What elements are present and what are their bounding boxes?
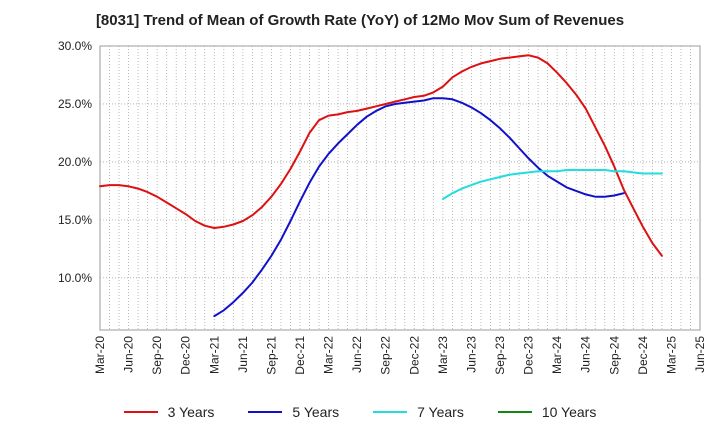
y-tick-label: 20.0% [58, 155, 92, 169]
x-tick-label: Mar-23 [436, 336, 450, 374]
x-tick-label: Dec-20 [179, 336, 193, 375]
x-tick-label: Dec-21 [293, 336, 307, 375]
x-tick-label: Sep-21 [264, 336, 278, 375]
series-layer [99, 54, 663, 318]
legend-item-10-years: 10 Years [497, 404, 597, 420]
x-tick-label: Jun-20 [122, 336, 136, 373]
x-tick-label: Mar-22 [322, 336, 336, 374]
y-tick-label: 25.0% [58, 97, 92, 111]
legend-label-10-years: 10 Years [541, 404, 597, 420]
x-tick-label: Mar-20 [93, 336, 107, 374]
legend-swatch-5-years [248, 411, 283, 413]
plot-area-frame [99, 45, 701, 331]
legend-swatch-10-years [497, 411, 532, 413]
x-tick-label: Sep-24 [607, 336, 621, 375]
x-tick-label: Dec-22 [407, 336, 421, 375]
y-tick-label: 15.0% [58, 213, 92, 227]
x-tick-label: Mar-24 [550, 336, 564, 374]
series-line-5-years [213, 97, 625, 318]
x-tick-label: Jun-21 [236, 336, 250, 373]
y-tick-label: 10.0% [58, 271, 92, 285]
x-tick-label: Mar-25 [664, 336, 678, 374]
x-tick-label: Sep-20 [150, 336, 164, 375]
legend-item-7-years: 7 Years [373, 404, 464, 420]
horizontal-gridlines [100, 45, 700, 279]
x-tick-label: Dec-24 [636, 336, 650, 375]
legend-item-5-years: 5 Years [248, 404, 339, 420]
x-tick-label: Jun-25 [693, 336, 707, 373]
legend: 3 Years 5 Years 7 Years 10 Years [0, 404, 720, 420]
series-line-7-years [441, 169, 663, 200]
x-tick-label: Jun-22 [350, 336, 364, 373]
legend-label-3-years: 3 Years [167, 404, 215, 420]
legend-swatch-7-years [373, 411, 408, 413]
chart-title: [8031] Trend of Mean of Growth Rate (YoY… [95, 12, 625, 29]
y-axis-tick-labels: 10.0% 15.0% 20.0% 25.0% 30.0% [58, 39, 92, 285]
x-tick-label: Dec-23 [522, 336, 536, 375]
x-tick-label: Sep-23 [493, 336, 507, 375]
x-tick-label: Mar-21 [207, 336, 221, 374]
y-tick-label: 30.0% [58, 39, 92, 53]
legend-item-3-years: 3 Years [123, 404, 215, 420]
vertical-gridlines [109, 46, 691, 330]
legend-label-5-years: 5 Years [292, 404, 340, 420]
legend-swatch-3-years [123, 411, 158, 413]
x-axis-tick-labels: Mar-20 Jun-20 Sep-20 Dec-20 Mar-21 Jun-21 Sep-… [93, 336, 707, 375]
x-tick-label: Jun-23 [464, 336, 478, 373]
x-tick-label: Jun-24 [579, 336, 593, 373]
series-line-3-years [99, 54, 663, 257]
legend-label-7-years: 7 Years [417, 404, 464, 420]
x-tick-label: Sep-22 [379, 336, 393, 375]
